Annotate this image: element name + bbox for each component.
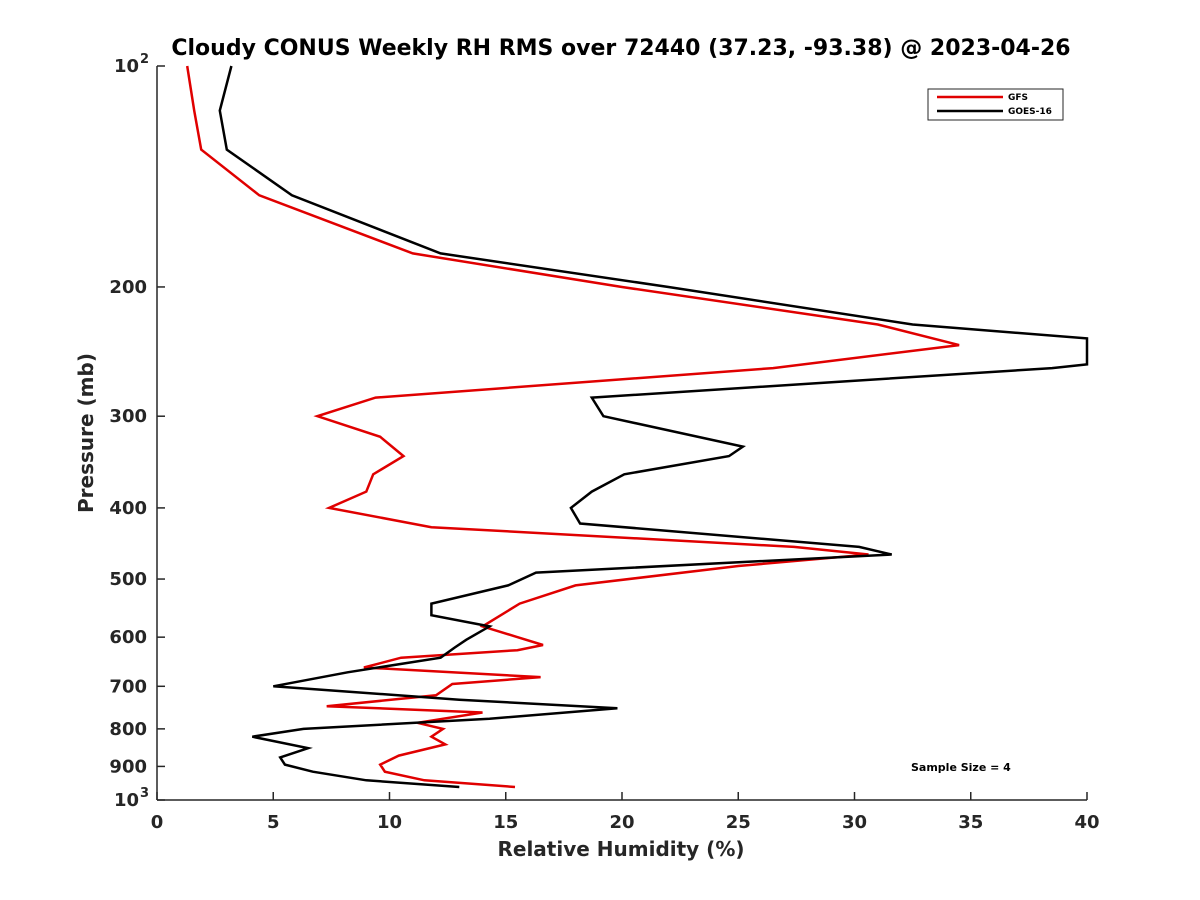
y-tick-label: 10	[114, 790, 139, 811]
x-ticks: 0 5 10 15 20 25 30 35 40	[151, 792, 1100, 833]
x-tick-label: 5	[267, 812, 280, 833]
chart-title: Cloudy CONUS Weekly RH RMS over 72440 (3…	[171, 36, 1070, 61]
legend-label-goes16: GOES-16	[1008, 107, 1052, 117]
y-tick-label: 900	[109, 756, 147, 777]
x-axis-label: Relative Humidity (%)	[497, 837, 744, 861]
x-tick-label: 25	[726, 812, 751, 833]
y-axis-label: Pressure (mb)	[74, 353, 98, 513]
y-tick-label: 300	[109, 406, 147, 427]
legend: GFS GOES-16	[927, 88, 1064, 121]
y-tick-exponent: 2	[140, 52, 149, 67]
x-tick-label: 30	[842, 812, 867, 833]
x-tick-label: 40	[1074, 812, 1099, 833]
legend-box	[927, 88, 1064, 121]
sample-size-annotation: Sample Size = 4	[911, 761, 1011, 774]
y-tick-label: 400	[109, 498, 147, 519]
y-tick-label: 700	[109, 676, 147, 697]
legend-label-gfs: GFS	[1008, 93, 1028, 103]
series-layer	[185, 65, 1089, 789]
series-line-goes16	[218, 65, 1089, 789]
x-tick-label: 35	[958, 812, 983, 833]
y-tick-label: 800	[109, 719, 147, 740]
y-tick-exponent: 3	[140, 786, 149, 801]
series-line-gfs	[185, 65, 960, 789]
y-tick-label: 600	[109, 627, 147, 648]
x-tick-label: 15	[493, 812, 518, 833]
x-tick-label: 20	[609, 812, 634, 833]
y-tick-label: 10	[114, 56, 139, 77]
y-tick-label: 500	[109, 569, 147, 590]
x-tick-label: 10	[377, 812, 402, 833]
x-tick-label: 0	[151, 812, 164, 833]
y-tick-label: 200	[109, 277, 147, 298]
